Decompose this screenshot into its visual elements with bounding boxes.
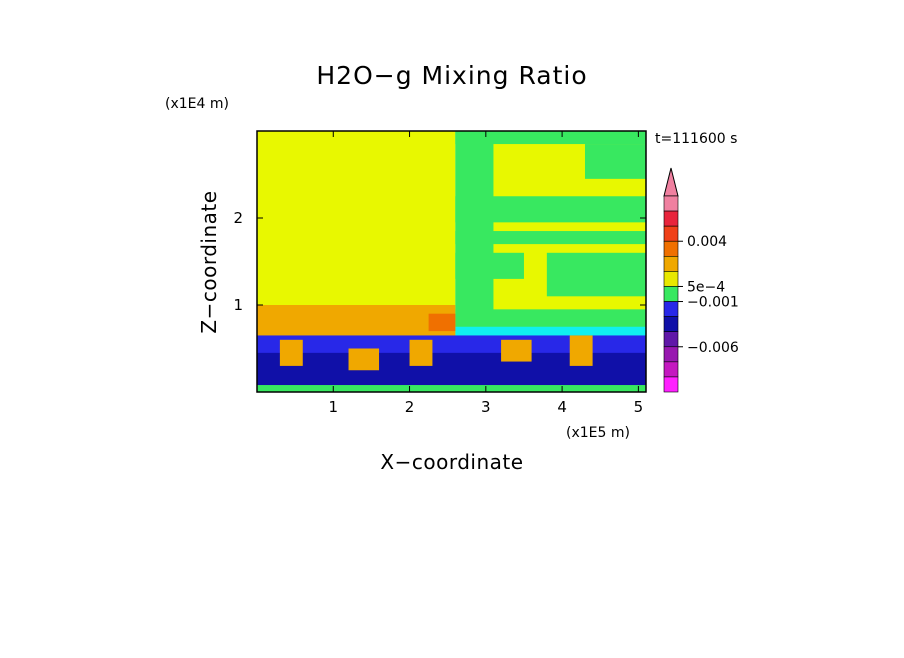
colorbar-swatch (663, 225, 679, 242)
field-region-7 (546, 252, 646, 297)
field-region-12 (428, 313, 456, 332)
x-axis-title: X−coordinate (380, 450, 523, 474)
y-axis-title: Z−coordinate (197, 190, 221, 333)
colorbar-label: 0.004 (687, 234, 727, 250)
y-tick-label: 1 (233, 296, 243, 314)
colorbar-swatch (663, 256, 679, 272)
plot-frame (256, 130, 647, 393)
y-axis-unit: (x1E4 m) (165, 96, 229, 112)
field-region-17 (409, 339, 433, 366)
field-region-20 (257, 385, 646, 392)
field-region-16 (348, 348, 380, 371)
plot-area (256, 130, 647, 393)
x-tick-label: 3 (481, 398, 491, 416)
colorbar-swatch (663, 346, 679, 363)
y-axis-ticks: 12 (233, 209, 646, 314)
field-region-2 (455, 131, 646, 145)
field-region-19 (569, 335, 593, 366)
colorbar-swatch (663, 301, 679, 317)
colorbar-swatch (663, 195, 679, 212)
field-region-8 (455, 252, 524, 279)
colorbar-swatch (663, 271, 679, 287)
field-region-3 (455, 131, 494, 323)
colorbar-swatch (663, 376, 679, 393)
y-tick-label: 2 (233, 209, 243, 227)
x-tick-label: 1 (329, 398, 339, 416)
colorbar-label: −0.006 (687, 340, 739, 356)
colorbar-label: −0.001 (687, 295, 739, 311)
x-axis-ticks: 1 2 3 4 5 (329, 131, 644, 416)
field-region-15 (279, 339, 303, 366)
x-tick-label: 5 (634, 398, 644, 416)
field-region-5 (455, 196, 646, 223)
field-region-4 (584, 144, 646, 179)
colorbar-swatch (663, 361, 679, 378)
colorbar-swatch (663, 286, 679, 302)
chart-title: H2O−g Mixing Ratio (316, 61, 587, 90)
x-axis-unit: (x1E5 m) (566, 425, 630, 441)
field-region-6 (455, 231, 646, 245)
colorbar: 0.004 5e−4−0.001 −0.006 (663, 167, 739, 393)
x-tick-label: 2 (405, 398, 415, 416)
x-tick-label: 4 (557, 398, 567, 416)
colorbar-swatch (663, 331, 679, 348)
time-label: t=111600 s (655, 131, 737, 147)
colorbar-swatch (663, 240, 679, 257)
colorbar-arrow (663, 167, 679, 197)
colorbar-swatch (663, 316, 679, 332)
colorbar-label: 5e−4 (687, 279, 725, 295)
colorbar-swatch (663, 210, 679, 227)
field-region-18 (501, 339, 532, 362)
